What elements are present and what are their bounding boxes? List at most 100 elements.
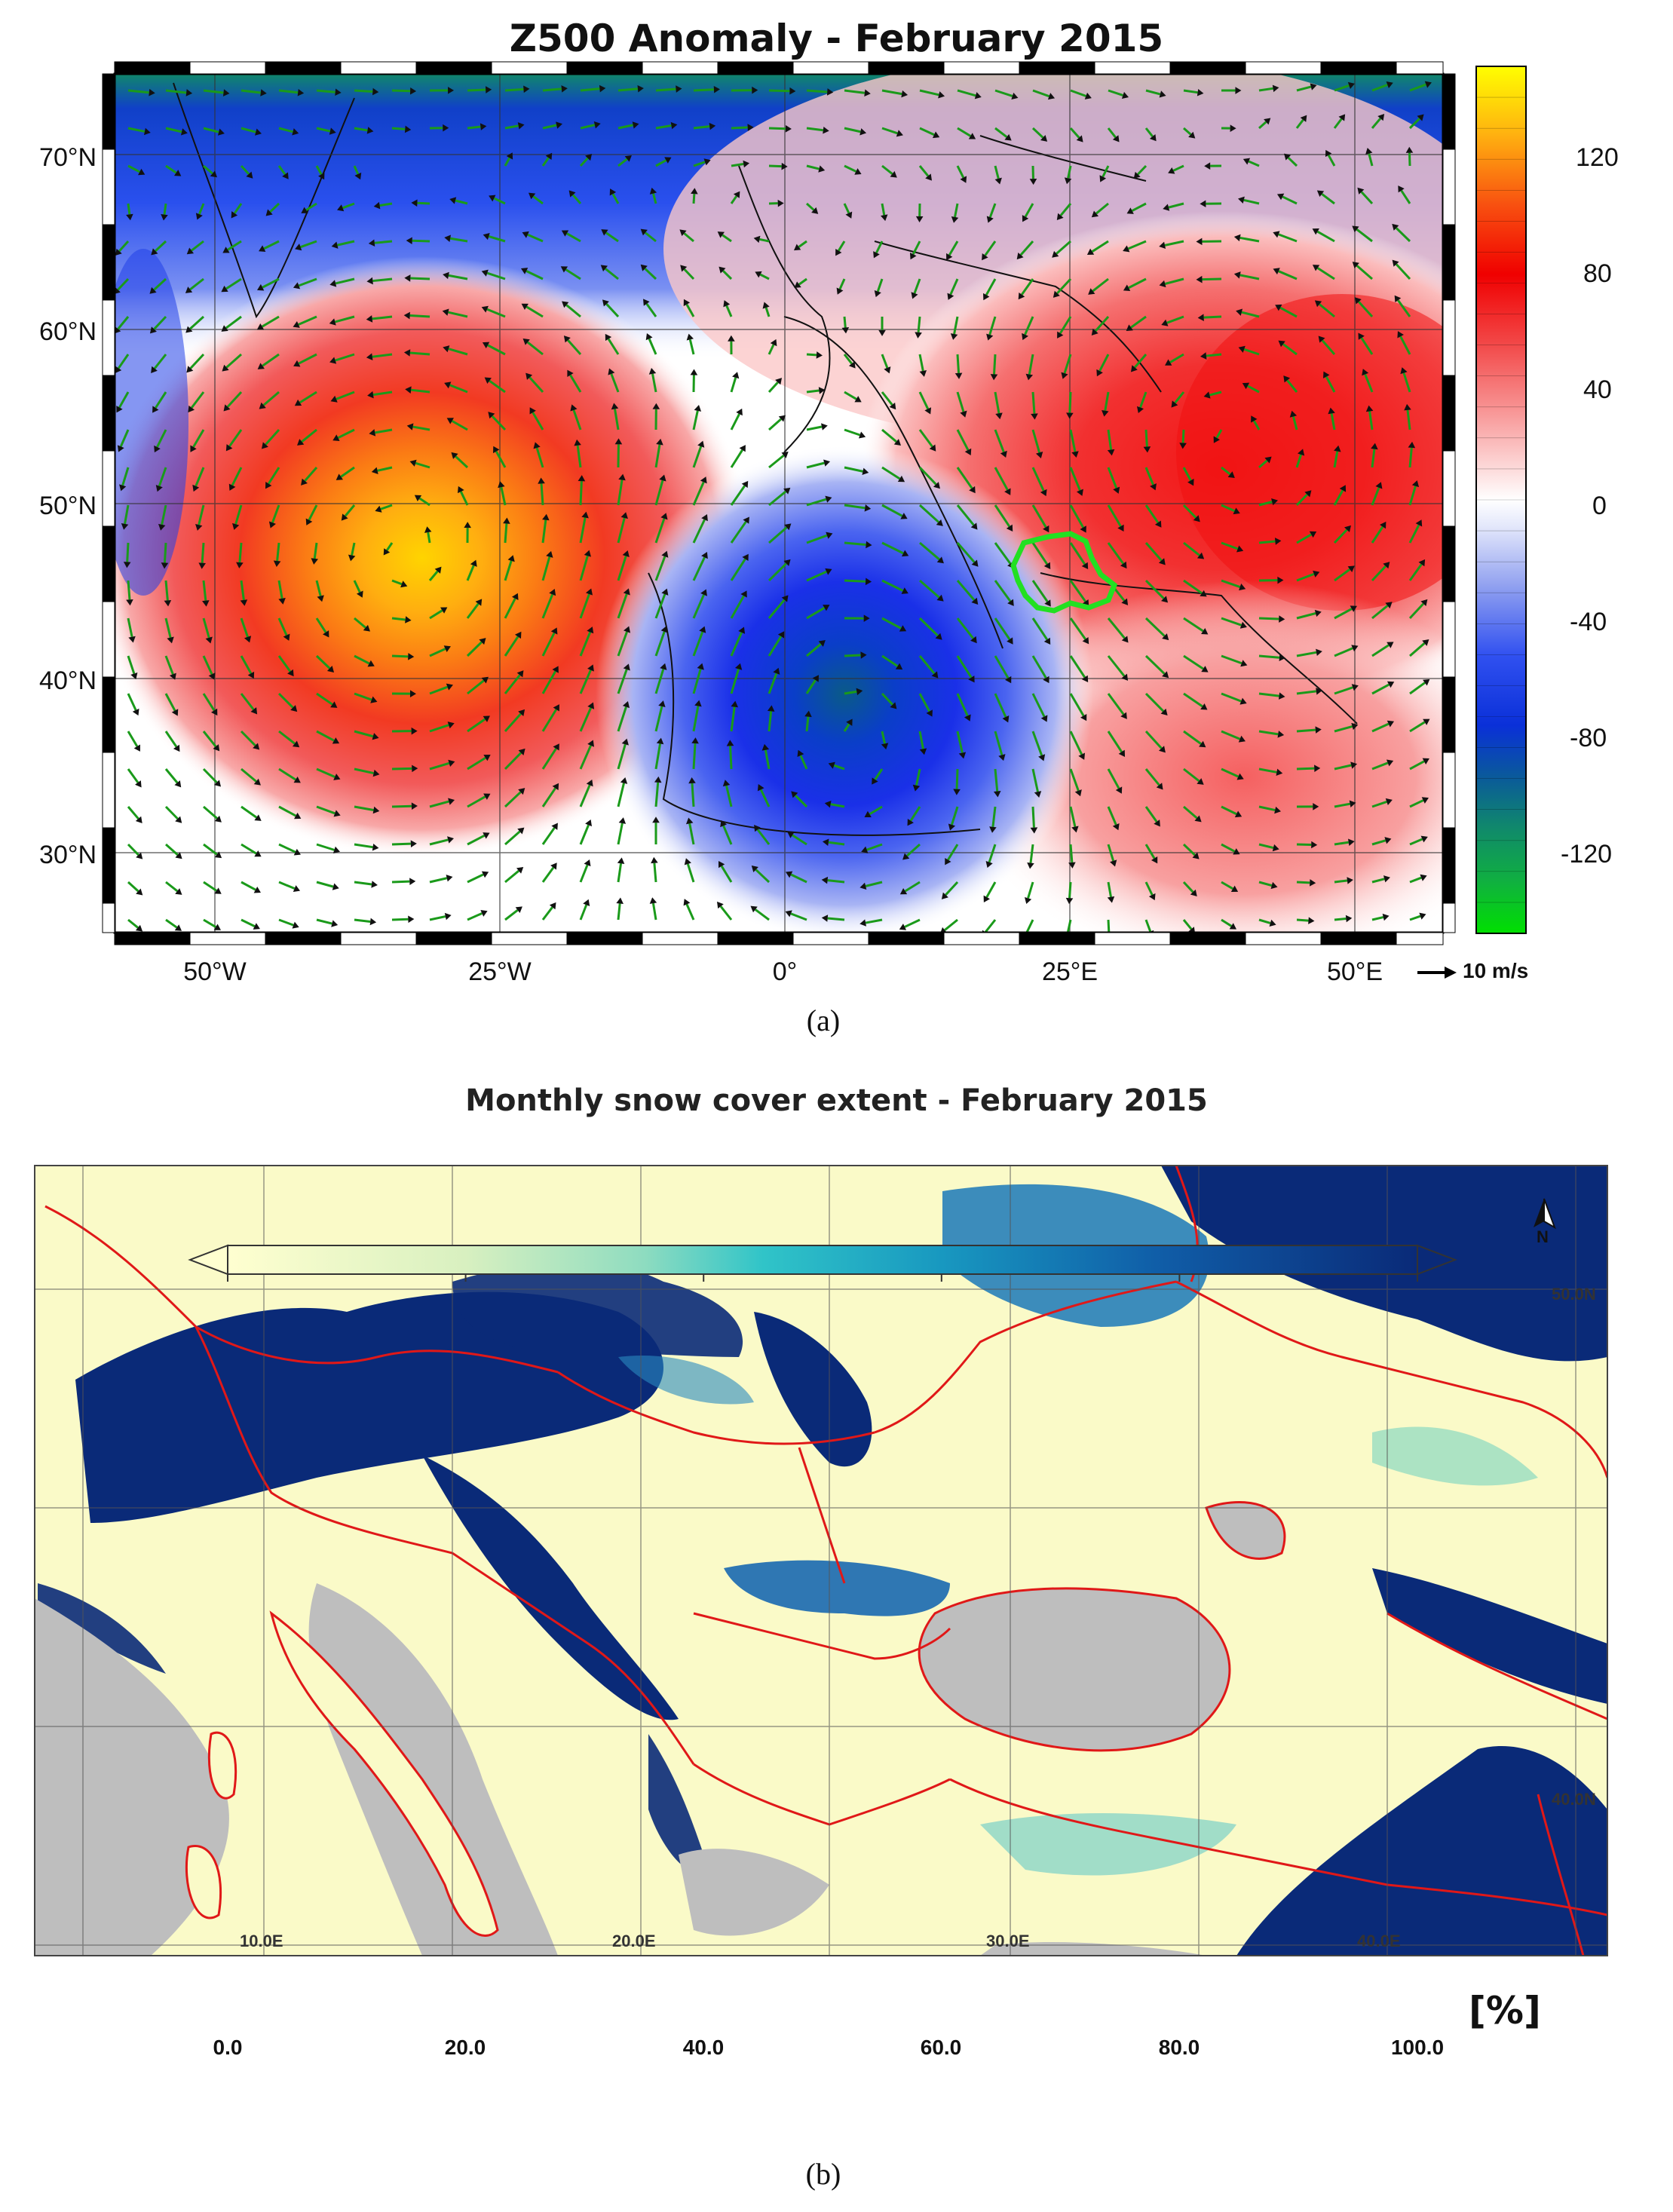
wind-vector-head — [516, 866, 524, 874]
wind-vector-head — [1040, 489, 1047, 497]
wind-vector-head — [1418, 559, 1426, 567]
wind-vector — [541, 827, 556, 845]
wind-vector — [655, 87, 676, 92]
wind-vector — [525, 270, 544, 280]
wind-vector — [1130, 315, 1147, 329]
wind-vector — [844, 127, 861, 133]
border-tick-block — [1019, 61, 1095, 75]
wind-vector — [1248, 160, 1260, 167]
wind-vector — [957, 127, 972, 137]
wind-vector — [1287, 157, 1298, 167]
wind-vector — [1371, 644, 1390, 657]
wind-vector-head — [826, 532, 833, 539]
wind-vector — [427, 532, 431, 544]
wind-vector — [1107, 467, 1118, 489]
wind-vector-head — [1310, 83, 1317, 90]
wind-vector-head — [1375, 482, 1383, 489]
wind-vector-head — [1234, 810, 1242, 818]
wind-vector-head — [253, 778, 261, 786]
wind-vector-head — [1066, 412, 1074, 419]
wind-vector-head — [719, 266, 726, 274]
wind-vector-head — [964, 714, 971, 722]
wind-vector — [541, 748, 557, 770]
border-tick-block — [792, 932, 869, 945]
wind-vector — [1258, 767, 1277, 774]
snow-colorbar-ticks — [227, 1274, 1418, 1282]
wind-vector-head — [138, 168, 146, 176]
wind-vector-head — [553, 704, 559, 712]
wind-vector — [1278, 233, 1298, 243]
wind-vector — [1127, 240, 1147, 250]
wind-vector-head — [367, 660, 375, 667]
wind-vector-head — [1213, 436, 1220, 443]
wind-vector-head — [1351, 722, 1359, 731]
north-arrow-icon — [1534, 1198, 1556, 1230]
wind-vector-head — [600, 265, 608, 272]
wind-vector — [768, 344, 775, 355]
wind-vector-head — [1038, 754, 1046, 761]
wind-vector-head — [931, 671, 939, 679]
wind-vector-head — [1029, 178, 1037, 185]
wind-vector — [1295, 454, 1303, 468]
wind-vector-head — [1088, 288, 1095, 295]
wind-vector — [654, 479, 664, 506]
wind-vector — [1395, 263, 1411, 280]
wind-vector-head — [1107, 896, 1115, 903]
wind-vector-head — [518, 788, 525, 795]
wind-vector-head — [761, 743, 770, 751]
wind-vector-head — [240, 599, 248, 606]
wind-vector-head — [185, 286, 193, 293]
wind-vector-head — [1064, 177, 1072, 185]
wind-vector — [354, 692, 372, 701]
border-tick-block — [1245, 61, 1322, 75]
wind-vector-head — [1102, 409, 1109, 417]
wind-vector-head — [608, 368, 615, 375]
wind-vector — [919, 89, 939, 97]
wind-vector — [117, 316, 130, 330]
wind-vector-head — [1197, 314, 1204, 321]
wind-vector-head — [1239, 621, 1247, 629]
wind-vector-head — [866, 541, 872, 549]
wind-vector-head — [116, 406, 123, 413]
wind-vector — [605, 303, 620, 318]
lon-label-50e: 50°E — [1326, 957, 1383, 986]
wind-vector — [354, 767, 374, 775]
wind-vector — [1202, 277, 1222, 281]
wind-vector-head — [1004, 488, 1011, 495]
wind-vector-head — [164, 599, 172, 607]
wind-vector-head — [483, 715, 490, 722]
wind-vector-head — [1422, 639, 1429, 646]
wind-vector — [1025, 919, 1034, 933]
wind-vector — [881, 731, 887, 744]
wind-vector — [385, 542, 394, 551]
wind-vector-head — [1043, 676, 1049, 684]
colorbar-label-120: 120 — [1576, 143, 1619, 172]
wind-vector — [119, 429, 130, 447]
wind-vector-head — [488, 412, 495, 419]
wind-vector-head — [786, 871, 793, 878]
wind-vector-head — [901, 587, 909, 594]
wind-vector-head — [1278, 340, 1285, 348]
wind-vector-head — [1397, 331, 1404, 339]
wind-vector-head — [253, 887, 261, 893]
colorbar-ticks — [1476, 66, 1526, 934]
wind-vector-head — [661, 588, 669, 596]
wind-vector — [881, 541, 904, 555]
wind-vector-head — [821, 876, 829, 884]
wind-vector-head — [250, 707, 258, 715]
wind-vector — [448, 348, 468, 356]
wind-vector-head — [372, 769, 380, 777]
wind-vector-head — [1159, 280, 1166, 288]
wind-vector-head — [614, 438, 623, 445]
wind-vector — [541, 632, 556, 657]
wind-vector — [202, 693, 216, 712]
wind-vector — [918, 354, 924, 372]
wind-vector — [1107, 542, 1125, 565]
wind-vector-head — [1408, 441, 1416, 449]
wind-vector — [1144, 730, 1163, 749]
wind-vector — [1029, 844, 1034, 863]
wind-vector — [1395, 227, 1411, 243]
wind-vector — [335, 277, 355, 285]
wind-vector-head — [175, 852, 182, 859]
wind-vector — [1031, 768, 1039, 792]
